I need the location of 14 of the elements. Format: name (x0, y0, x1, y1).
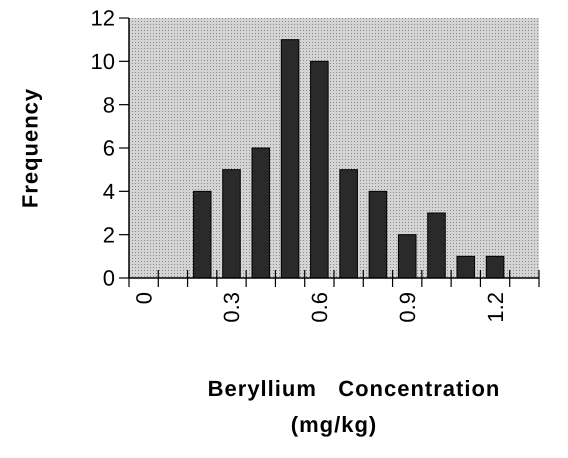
y-tick-label: 2 (102, 222, 115, 248)
y-axis-title: Frequency (18, 88, 43, 208)
x-tick-label: 1.2 (482, 292, 508, 323)
y-tick-label: 12 (90, 6, 115, 31)
y-tick-label: 6 (102, 136, 115, 161)
y-tick-label: 0 (102, 266, 115, 291)
x-tick-label: 0.3 (219, 292, 244, 323)
y-tick-label: 8 (102, 92, 115, 118)
x-tick-label: 0.9 (394, 292, 420, 323)
y-tick-label: 4 (102, 179, 115, 204)
y-tick-label: 10 (90, 49, 115, 74)
x-axis-title: Beryllium Concentration (mg/kg) (208, 376, 500, 437)
x-tick-label: 0 (131, 292, 156, 304)
x-tick-label: 0.6 (307, 292, 332, 323)
